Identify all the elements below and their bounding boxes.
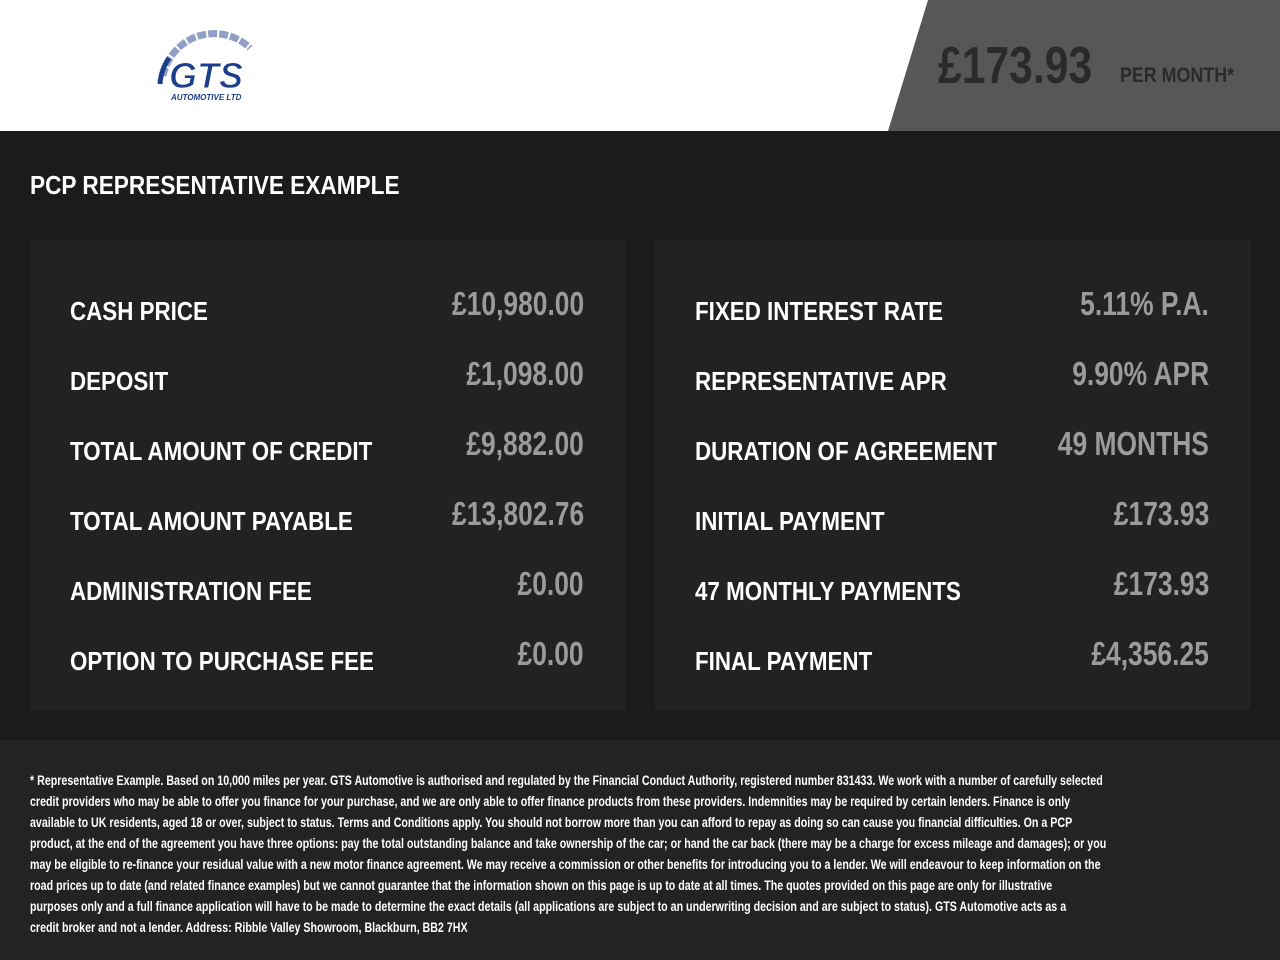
finance-row-value: 5.11% P.A. xyxy=(1080,285,1209,322)
finance-row-label: DURATION OF AGREEMENT xyxy=(695,436,997,466)
finance-row-value: £4,356.25 xyxy=(1091,635,1209,672)
finance-row: DEPOSIT £1,098.00 xyxy=(70,355,584,397)
finance-row: DURATION OF AGREEMENT 49 MONTHS xyxy=(695,425,1209,467)
finance-row: REPRESENTATIVE APR 9.90% APR xyxy=(695,355,1209,397)
disclaimer-line: may be eligible to re-finance your resid… xyxy=(30,857,1101,872)
finance-row: FINAL PAYMENT £4,356.25 xyxy=(695,635,1209,677)
finance-details-left-panel: CASH PRICE £10,980.00 DEPOSIT £1,098.00 TOTA… xyxy=(30,240,626,710)
section-title: PCP REPRESENTATIVE EXAMPLE xyxy=(30,170,400,200)
finance-row: TOTAL AMOUNT PAYABLE £13,802.76 xyxy=(70,495,584,537)
svg-text:GTS: GTS xyxy=(169,55,243,96)
disclaimer-line: available to UK residents, aged 18 or ov… xyxy=(30,815,1073,830)
finance-row-label: DEPOSIT xyxy=(70,366,169,396)
finance-row-label: ADMINISTRATION FEE xyxy=(70,576,312,606)
finance-row-value: £1,098.00 xyxy=(466,355,584,392)
monthly-price-band xyxy=(888,0,1280,131)
finance-row: INITIAL PAYMENT £173.93 xyxy=(695,495,1209,537)
finance-row-value: £10,980.00 xyxy=(451,285,584,322)
disclaimer-line: credit providers who may be able to offe… xyxy=(30,794,1071,809)
finance-row: CASH PRICE £10,980.00 xyxy=(70,285,584,327)
disclaimer-line: * Representative Example. Based on 10,00… xyxy=(30,773,1103,788)
finance-row-value: £0.00 xyxy=(517,635,584,672)
finance-row-value: £173.93 xyxy=(1113,565,1209,602)
finance-row: ADMINISTRATION FEE £0.00 xyxy=(70,565,584,607)
finance-row-label: OPTION TO PURCHASE FEE xyxy=(70,646,374,676)
finance-row-label: CASH PRICE xyxy=(70,296,208,326)
disclaimer-line: purposes only and a full finance applica… xyxy=(30,899,1067,914)
disclaimer-line: road prices up to date (and related fina… xyxy=(30,878,1053,893)
finance-row: TOTAL AMOUNT OF CREDIT £9,882.00 xyxy=(70,425,584,467)
finance-row: OPTION TO PURCHASE FEE £0.00 xyxy=(70,635,584,677)
finance-details-right-panel: FIXED INTEREST RATE 5.11% P.A. REPRESENTAT… xyxy=(655,240,1251,710)
finance-row-label: TOTAL AMOUNT OF CREDIT xyxy=(70,436,373,466)
finance-row: FIXED INTEREST RATE 5.11% P.A. xyxy=(695,285,1209,327)
finance-row-label: FIXED INTEREST RATE xyxy=(695,296,944,326)
disclaimer-line: product, at the end of the agreement you… xyxy=(30,836,1107,851)
finance-row-label: REPRESENTATIVE APR xyxy=(695,366,947,396)
monthly-price: £173.93 xyxy=(938,37,1093,95)
finance-row-value: £0.00 xyxy=(517,565,584,602)
svg-text:AUTOMOTIVE LTD: AUTOMOTIVE LTD xyxy=(170,93,242,102)
finance-row-value: 9.90% APR xyxy=(1072,355,1209,392)
finance-row: 47 MONTHLY PAYMENTS £173.93 xyxy=(695,565,1209,607)
disclaimer-text: * Representative Example. Based on 10,00… xyxy=(30,770,1280,938)
finance-row-value: £9,882.00 xyxy=(466,425,584,462)
gts-automotive-logo: GTS AUTOMOTIVE LTD xyxy=(157,30,253,102)
finance-row-label: TOTAL AMOUNT PAYABLE xyxy=(70,506,353,536)
finance-row-value: £13,802.76 xyxy=(451,495,584,532)
finance-row-value: £173.93 xyxy=(1113,495,1209,532)
disclaimer-band xyxy=(0,740,1280,960)
disclaimer-line: credit broker and not a lender. Address:… xyxy=(30,920,468,935)
finance-row-label: FINAL PAYMENT xyxy=(695,646,873,676)
finance-row-label: INITIAL PAYMENT xyxy=(695,506,885,536)
finance-row-label: 47 MONTHLY PAYMENTS xyxy=(695,576,961,606)
per-month-label: PER MONTH* xyxy=(1120,64,1235,87)
finance-row-value: 49 MONTHS xyxy=(1057,425,1209,462)
